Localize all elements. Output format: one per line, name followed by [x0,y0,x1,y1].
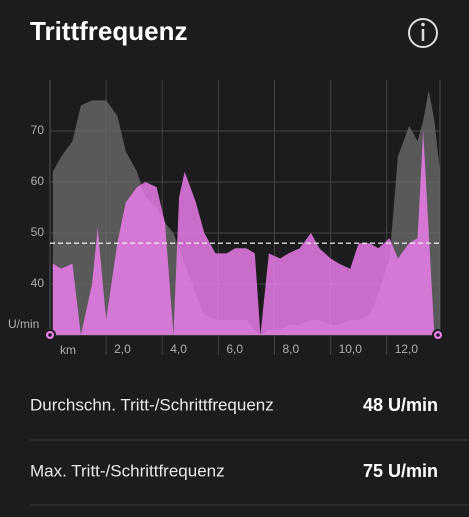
x-tick-label: 4,0 [170,342,187,356]
y-axis-label: U/min [8,317,39,331]
stat-label: Durchschn. Tritt-/Schrittfrequenz [30,395,274,414]
x-axis-label: km [60,343,76,357]
y-tick-label: 40 [31,276,45,290]
x-tick-label: 6,0 [226,342,243,356]
stat-value: 75 U/min [363,461,438,481]
x-tick-label: 12,0 [395,342,419,356]
stat-label: Max. Tritt-/Schrittfrequenz [30,461,225,480]
x-tick-label: 10,0 [339,342,363,356]
chart: 40 50 60 70 2,0 4,0 6,0 8,0 10,0 12,0 km U/min [8,80,444,357]
end-marker-dot [48,333,52,337]
y-tick-label: 60 [31,174,45,188]
stat-value: 48 U/min [363,395,438,415]
x-tick-label: 2,0 [114,342,131,356]
end-marker-dot [436,333,440,337]
y-tick-label: 50 [31,225,45,239]
info-button[interactable] [408,18,438,48]
title: Trittfrequenz [30,16,187,46]
x-tick-label: 8,0 [282,342,299,356]
area [52,131,440,335]
y-tick-label: 70 [31,123,45,137]
